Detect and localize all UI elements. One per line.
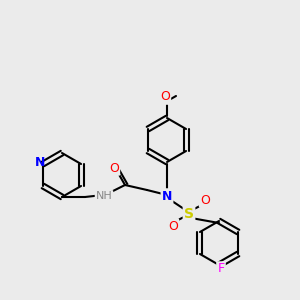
Text: O: O	[200, 194, 210, 206]
Text: O: O	[168, 220, 178, 232]
Text: N: N	[162, 190, 172, 202]
Text: O: O	[109, 161, 119, 175]
Text: S: S	[184, 207, 194, 221]
Text: F: F	[218, 262, 225, 275]
Text: O: O	[160, 91, 170, 103]
Text: NH: NH	[96, 191, 112, 201]
Text: N: N	[35, 155, 45, 169]
